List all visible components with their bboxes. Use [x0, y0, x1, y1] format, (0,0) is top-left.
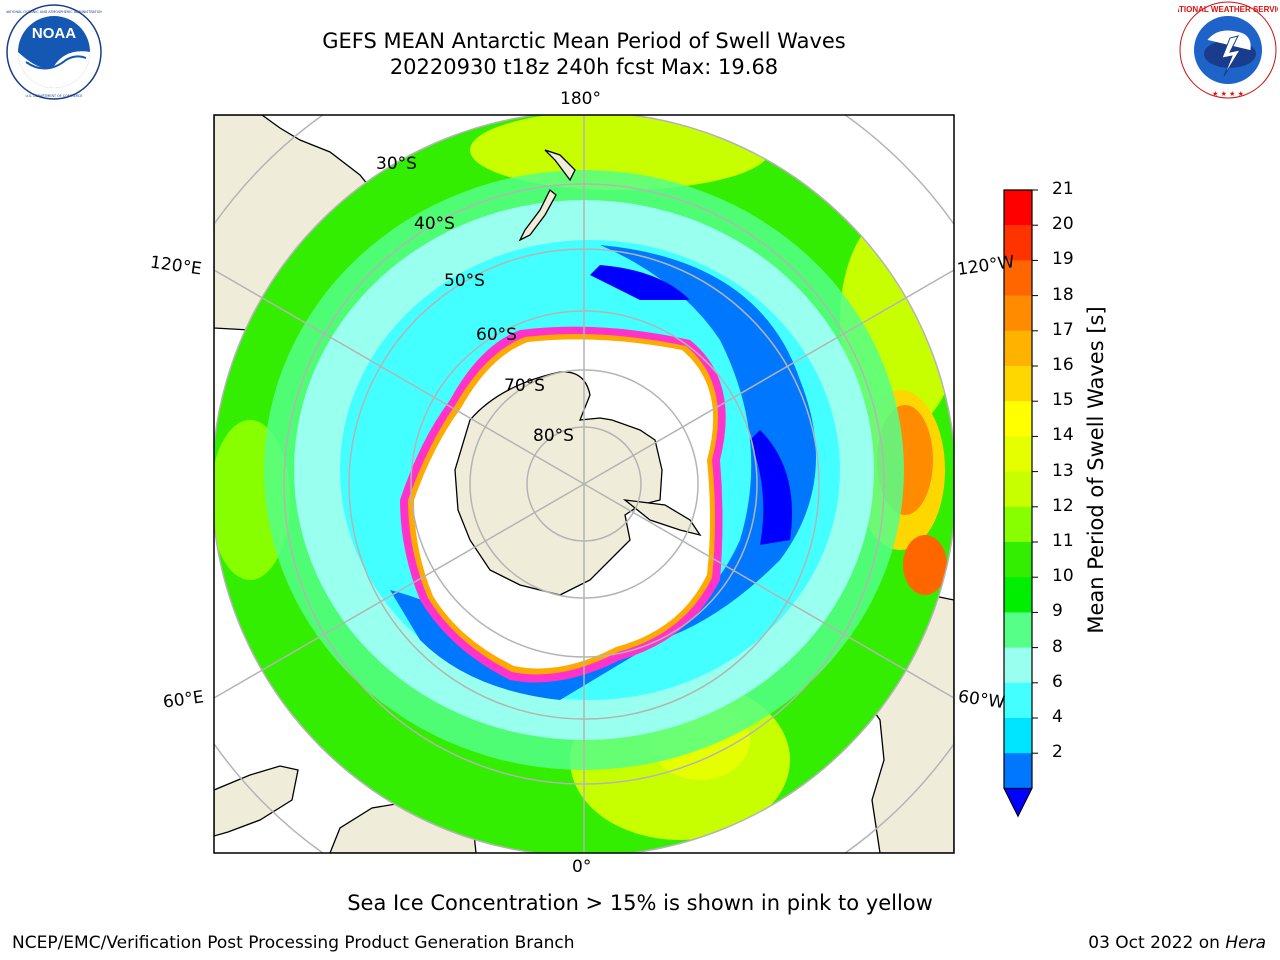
colorbar-segment: [1004, 330, 1032, 367]
colorbar-tick-label: 13: [1052, 460, 1074, 481]
colorbar-segment: [1004, 471, 1032, 508]
colorbar-frame: [1003, 189, 1033, 789]
colorbar-segment: [1004, 647, 1032, 684]
colorbar-segment: [1004, 506, 1032, 543]
lat-label-60s: 60°S: [476, 325, 517, 345]
colorbar-tick-label: 4: [1052, 707, 1063, 727]
colorbar-segment: [1004, 612, 1032, 649]
colorbar-tick-label: 12: [1052, 495, 1074, 516]
colorbar-segment: [1004, 753, 1032, 789]
sea-ice-footnote: Sea Ice Concentration > 15% is shown in …: [347, 891, 933, 915]
colorbar-segment: [1004, 577, 1032, 613]
colorbar-segment: [1004, 542, 1032, 578]
colorbar-tick-label: 19: [1052, 249, 1074, 270]
colorbar-tick-label: 11: [1052, 531, 1074, 551]
colorbar-tick-label: 6: [1052, 671, 1063, 692]
colorbar-segment: [1004, 295, 1032, 332]
colorbar-tick-label: 20: [1052, 214, 1074, 235]
lat-label-30s: 30°S: [376, 154, 417, 174]
footer-branch: NCEP/EMC/Verification Post Processing Pr…: [12, 933, 575, 953]
map-frame: [213, 114, 955, 854]
lon-label-180: 180°: [560, 89, 601, 109]
svg-text:NATIONAL WEATHER SERVICE: NATIONAL WEATHER SERVICE: [1178, 5, 1278, 14]
lat-label-80s: 80°S: [533, 426, 574, 446]
colorbar-tick-label: 8: [1052, 636, 1063, 657]
footer-date-text: 03 Oct 2022 on: [1088, 933, 1220, 953]
colorbar-segment: [1004, 260, 1032, 297]
svg-text:★ ★ ★ ★: ★ ★ ★ ★: [1212, 90, 1244, 98]
colorbar-segment: [1004, 225, 1032, 261]
lat-label-50s: 50°S: [444, 271, 485, 291]
colorbar-segment: [1004, 190, 1032, 226]
colorbar-tick-label: 9: [1052, 601, 1063, 622]
land-africa-madagascar: [214, 765, 299, 837]
svg-text:U.S. DEPARTMENT OF COMMERCE: U.S. DEPARTMENT OF COMMERCE: [25, 94, 82, 98]
colorbar-segment: [1004, 436, 1032, 473]
colorbar-under-arrow: [1003, 787, 1033, 818]
colorbar-tick-label: 21: [1052, 179, 1074, 199]
colorbar-tick-label: 10: [1052, 566, 1074, 587]
noaa-logo-text: NOAA: [32, 25, 76, 42]
colorbar-tick-label: 17: [1052, 319, 1074, 340]
lon-label-0: 0°: [572, 857, 592, 877]
colorbar-segment: [1004, 401, 1032, 437]
colorbar-tick-label: 18: [1052, 284, 1074, 305]
colorbar-tick-label: 15: [1052, 390, 1074, 411]
svg-text:NATIONAL OCEANIC AND ATMOSPHER: NATIONAL OCEANIC AND ATMOSPHERIC ADMINIS…: [6, 10, 102, 14]
colorbar-segment: [1004, 682, 1032, 719]
land-new-zealand: [518, 149, 576, 242]
land-antarctica: [454, 371, 663, 596]
colorbar-segment: [1004, 366, 1032, 402]
colorbar-tick-label: 2: [1052, 742, 1063, 763]
chart-title: GEFS MEAN Antarctic Mean Period of Swell…: [322, 29, 846, 53]
colorbar-tick-label: 14: [1052, 425, 1074, 446]
colorbar-segment: [1004, 718, 1032, 754]
lat-label-40s: 40°S: [414, 214, 455, 234]
nws-logo-icon: NATIONAL WEATHER SERVICE ★ ★ ★ ★: [1178, 1, 1278, 99]
lat-label-70s: 70°S: [504, 376, 545, 396]
colorbar-tick-label: 16: [1052, 355, 1074, 375]
footer-date: 03 Oct 2022 on Hera: [1088, 933, 1266, 953]
footer-host: Hera: [1225, 933, 1266, 953]
chart-subtitle: 20220930 t18z 240h fcst Max: 19.68: [389, 55, 779, 79]
noaa-logo-icon: NOAA NATIONAL OCEANIC AND ATMOSPHERIC AD…: [6, 4, 102, 100]
colorbar: [1003, 189, 1038, 818]
colorbar-label: Mean Period of Swell Waves [s]: [1084, 306, 1108, 634]
